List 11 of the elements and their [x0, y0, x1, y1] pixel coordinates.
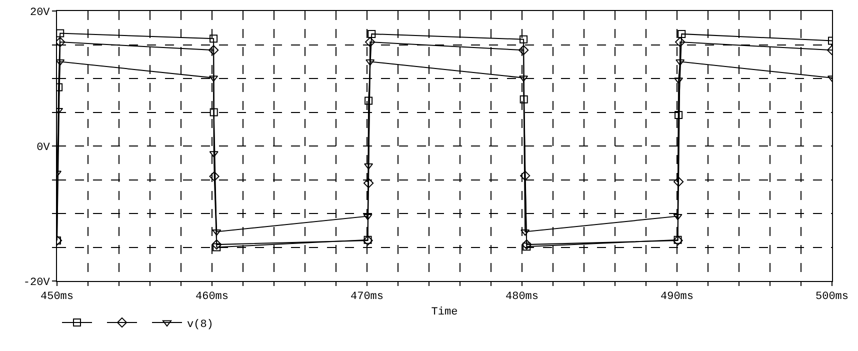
y-tick-label: 20V: [30, 6, 50, 19]
x-axis-title: Time: [431, 306, 458, 318]
x-tick-label: 460ms: [195, 291, 229, 304]
x-tick-label: 490ms: [660, 291, 694, 304]
y-tick-label: 0V: [36, 142, 50, 154]
x-tick-label: 500ms: [815, 291, 849, 304]
x-tick-label: 470ms: [350, 291, 384, 304]
x-tick-label: 450ms: [40, 291, 74, 304]
legend-label: v(8): [187, 318, 214, 331]
x-tick-label: 480ms: [505, 291, 539, 304]
y-tick-label: -20V: [23, 276, 50, 289]
